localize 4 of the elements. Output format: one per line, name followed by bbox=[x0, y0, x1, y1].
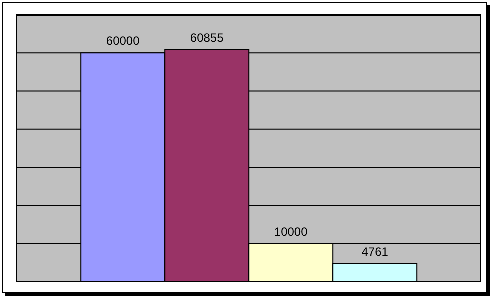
data-label: 10000 bbox=[274, 224, 308, 239]
data-label: 60855 bbox=[190, 30, 224, 45]
data-label: 4761 bbox=[362, 244, 389, 259]
data-label: 60000 bbox=[106, 34, 140, 48]
